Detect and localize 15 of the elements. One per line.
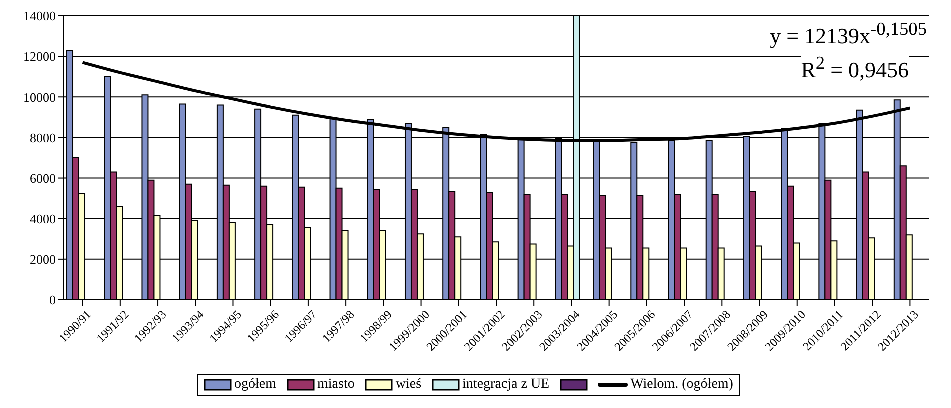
y-tick-label: 12000 xyxy=(24,49,56,64)
annotation: R$^{2}$ = 0,9456 xyxy=(801,50,909,84)
y-tick-label: 2000 xyxy=(30,252,56,268)
legend-label: ogółem xyxy=(234,377,277,393)
legend-label: miasto xyxy=(318,377,355,393)
legend-label: Wielom. (ogółem) xyxy=(630,377,734,393)
y-tick-label: 8000 xyxy=(30,130,56,146)
legend-label: integracja z UE xyxy=(462,377,550,393)
legend-label: wieś xyxy=(396,377,422,393)
y-tick-label: 6000 xyxy=(30,170,56,186)
annotation: y = 12139x$^{-0,1505}$ xyxy=(770,16,927,50)
y-tick-label: 4000 xyxy=(30,211,56,226)
y-tick-label: 0 xyxy=(50,292,56,308)
y-tick-label: 14000 xyxy=(24,8,56,24)
y-tick-label: 10000 xyxy=(24,90,56,105)
